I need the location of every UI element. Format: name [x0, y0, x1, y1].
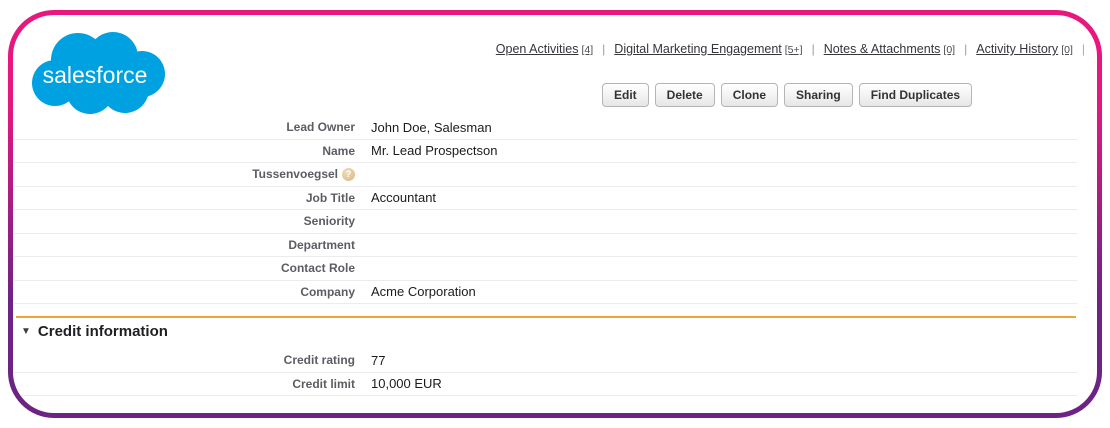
link-count: [0]: [1061, 44, 1073, 56]
field-label: Credit limit: [292, 376, 355, 391]
field-row-credit-limit: Credit limit 10,000 EUR: [14, 373, 1077, 396]
section-divider: [16, 316, 1076, 318]
field-value: Acme Corporation: [371, 284, 476, 300]
lead-detail-fields: Lead Owner John Doe, Salesman Name Mr. L…: [14, 116, 1077, 304]
help-icon[interactable]: ?: [342, 167, 355, 181]
link-separator: |: [964, 42, 968, 56]
credit-information-section-header[interactable]: ▼ Credit information: [21, 323, 168, 340]
find-duplicates-button[interactable]: Find Duplicates: [858, 83, 973, 107]
field-value: 77: [371, 352, 386, 368]
salesforce-logo: salesforce: [28, 28, 170, 118]
field-label: Job Title: [305, 190, 355, 205]
link-count: [4]: [581, 44, 594, 56]
field-label: Contact Role: [280, 261, 355, 276]
field-row-job-title: Job Title Accountant: [14, 187, 1077, 210]
field-row-contact-role: Contact Role: [14, 257, 1077, 281]
field-value: 10,000 EUR: [371, 376, 442, 392]
link-open-activities[interactable]: Open Activities [4]: [495, 42, 594, 56]
trailing-separator: |: [1081, 42, 1085, 56]
sharing-button[interactable]: Sharing: [784, 83, 853, 107]
field-row-lead-owner: Lead Owner John Doe, Salesman: [14, 116, 1077, 140]
field-row-tussenvoegsel: Tussenvoegsel ?: [14, 163, 1077, 187]
field-label: Credit rating: [283, 353, 355, 368]
field-value: John Doe, Salesman: [371, 119, 492, 135]
field-row-department: Department: [14, 234, 1077, 257]
link-notes-attachments[interactable]: Notes & Attachments [0]: [823, 42, 956, 56]
field-label: Tussenvoegsel ?: [14, 167, 355, 181]
link-activity-history[interactable]: Activity History [0]: [976, 42, 1073, 56]
link-separator: |: [602, 42, 606, 56]
link-separator: |: [811, 42, 815, 56]
section-title: Credit information: [37, 323, 168, 340]
field-row-seniority: Seniority: [14, 210, 1077, 234]
credit-information-fields: Credit rating 77 Credit limit 10,000 EUR: [14, 349, 1077, 396]
salesforce-logo-text: salesforce: [43, 62, 148, 88]
field-row-credit-rating: Credit rating 77: [14, 349, 1077, 373]
field-label: Department: [288, 237, 355, 252]
salesforce-cloud-icon: salesforce: [32, 32, 165, 114]
field-label: Name: [322, 143, 355, 158]
link-digital-marketing-engagement[interactable]: Digital Marketing Engagement [5+]: [614, 42, 803, 56]
clone-button[interactable]: Clone: [720, 83, 779, 107]
action-buttons-row: Edit Delete Clone Sharing Find Duplicate…: [602, 83, 973, 107]
related-links-row: Open Activities [4] | Digital Marketing …: [496, 42, 1085, 56]
lead-detail-card: salesforce Open Activities [4] | Digital…: [13, 15, 1097, 413]
field-value: Mr. Lead Prospectson: [371, 143, 498, 159]
field-label: Company: [300, 284, 355, 299]
field-row-company: Company Acme Corporation: [14, 281, 1077, 304]
link-count: [0]: [943, 44, 956, 56]
field-value: Accountant: [371, 190, 437, 206]
field-row-name: Name Mr. Lead Prospectson: [14, 140, 1077, 163]
field-label: Lead Owner: [286, 120, 355, 135]
delete-button[interactable]: Delete: [654, 83, 715, 107]
link-count: [5+]: [784, 44, 803, 56]
field-label: Seniority: [303, 214, 355, 229]
edit-button[interactable]: Edit: [602, 83, 649, 107]
page-border-frame: salesforce Open Activities [4] | Digital…: [8, 10, 1102, 418]
collapse-icon[interactable]: ▼: [21, 326, 31, 337]
